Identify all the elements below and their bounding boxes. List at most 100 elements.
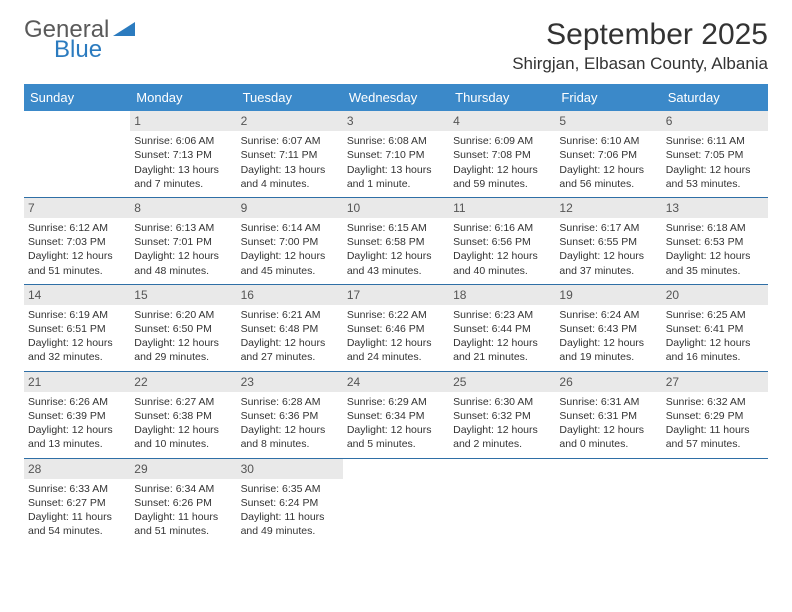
sunrise-line: Sunrise: 6:13 AM — [134, 221, 232, 235]
day-number: 27 — [662, 372, 768, 392]
sunset-line: Sunset: 6:29 PM — [666, 409, 764, 423]
day-number: 6 — [662, 111, 768, 131]
sunset-line: Sunset: 6:44 PM — [453, 322, 551, 336]
day-number: 8 — [130, 198, 236, 218]
sunset-line: Sunset: 6:24 PM — [241, 496, 339, 510]
daylight-line: Daylight: 12 hours and 53 minutes. — [666, 163, 764, 191]
sunrise-line: Sunrise: 6:21 AM — [241, 308, 339, 322]
calendar-weekday-header: SundayMondayTuesdayWednesdayThursdayFrid… — [24, 84, 768, 111]
sunrise-line: Sunrise: 6:28 AM — [241, 395, 339, 409]
sunset-line: Sunset: 6:46 PM — [347, 322, 445, 336]
calendar-day-cell: 14Sunrise: 6:19 AMSunset: 6:51 PMDayligh… — [24, 284, 130, 371]
sunrise-line: Sunrise: 6:26 AM — [28, 395, 126, 409]
weekday-header-cell: Wednesday — [343, 84, 449, 111]
daylight-line: Daylight: 11 hours and 51 minutes. — [134, 510, 232, 538]
daylight-line: Daylight: 12 hours and 16 minutes. — [666, 336, 764, 364]
sunset-line: Sunset: 6:31 PM — [559, 409, 657, 423]
calendar-day-cell: 28Sunrise: 6:33 AMSunset: 6:27 PMDayligh… — [24, 458, 130, 544]
sunrise-line: Sunrise: 6:15 AM — [347, 221, 445, 235]
calendar-day-cell: 26Sunrise: 6:31 AMSunset: 6:31 PMDayligh… — [555, 371, 661, 458]
sunrise-line: Sunrise: 6:11 AM — [666, 134, 764, 148]
day-number: 24 — [343, 372, 449, 392]
sunset-line: Sunset: 6:56 PM — [453, 235, 551, 249]
calendar-day-cell: 23Sunrise: 6:28 AMSunset: 6:36 PMDayligh… — [237, 371, 343, 458]
sunrise-line: Sunrise: 6:30 AM — [453, 395, 551, 409]
daylight-line: Daylight: 12 hours and 27 minutes. — [241, 336, 339, 364]
day-number: 2 — [237, 111, 343, 131]
daylight-line: Daylight: 12 hours and 45 minutes. — [241, 249, 339, 277]
logo: General Blue — [24, 18, 135, 62]
calendar-day-cell: 8Sunrise: 6:13 AMSunset: 7:01 PMDaylight… — [130, 197, 236, 284]
calendar-day-cell — [24, 111, 130, 197]
day-number: 29 — [130, 459, 236, 479]
sunset-line: Sunset: 6:32 PM — [453, 409, 551, 423]
logo-triangle-icon — [113, 22, 135, 45]
sunrise-line: Sunrise: 6:22 AM — [347, 308, 445, 322]
calendar-day-cell: 16 Sunrise: 6:21 AMSunset: 6:48 PMDayligh… — [237, 284, 343, 371]
day-number: 21 — [24, 372, 130, 392]
daylight-line: Daylight: 12 hours and 21 minutes. — [453, 336, 551, 364]
sunrise-line: Sunrise: 6:18 AM — [666, 221, 764, 235]
day-number: 11 — [449, 198, 555, 218]
calendar-day-cell: 10Sunrise: 6:15 AMSunset: 6:58 PMDayligh… — [343, 197, 449, 284]
daylight-line: Daylight: 11 hours and 54 minutes. — [28, 510, 126, 538]
calendar-day-cell — [662, 458, 768, 544]
sunset-line: Sunset: 7:06 PM — [559, 148, 657, 162]
sunset-line: Sunset: 7:05 PM — [666, 148, 764, 162]
calendar-week-row: 21Sunrise: 6:26 AMSunset: 6:39 PMDayligh… — [24, 371, 768, 458]
sunset-line: Sunset: 7:00 PM — [241, 235, 339, 249]
sunrise-line: Sunrise: 6:27 AM — [134, 395, 232, 409]
sunrise-line: Sunrise: 6:33 AM — [28, 482, 126, 496]
daylight-line: Daylight: 13 hours and 1 minute. — [347, 163, 445, 191]
calendar-day-cell: 25Sunrise: 6:30 AMSunset: 6:32 PMDayligh… — [449, 371, 555, 458]
calendar-day-cell: 6 Sunrise: 6:11 AMSunset: 7:05 PMDaylight… — [662, 111, 768, 197]
daylight-line: Daylight: 12 hours and 29 minutes. — [134, 336, 232, 364]
calendar-day-cell — [555, 458, 661, 544]
day-number: 16 — [237, 285, 343, 305]
weekday-header-cell: Tuesday — [237, 84, 343, 111]
calendar-day-cell: 12Sunrise: 6:17 AMSunset: 6:55 PMDayligh… — [555, 197, 661, 284]
weekday-header-cell: Thursday — [449, 84, 555, 111]
day-number: 20 — [662, 285, 768, 305]
daylight-line: Daylight: 12 hours and 5 minutes. — [347, 423, 445, 451]
daylight-line: Daylight: 12 hours and 13 minutes. — [28, 423, 126, 451]
sunset-line: Sunset: 6:48 PM — [241, 322, 339, 336]
calendar-week-row: 28Sunrise: 6:33 AMSunset: 6:27 PMDayligh… — [24, 458, 768, 544]
logo-text: General Blue — [24, 18, 109, 62]
sunrise-line: Sunrise: 6:31 AM — [559, 395, 657, 409]
day-number: 10 — [343, 198, 449, 218]
sunrise-line: Sunrise: 6:14 AM — [241, 221, 339, 235]
daylight-line: Daylight: 13 hours and 7 minutes. — [134, 163, 232, 191]
weekday-header-cell: Friday — [555, 84, 661, 111]
daylight-line: Daylight: 12 hours and 56 minutes. — [559, 163, 657, 191]
sunset-line: Sunset: 6:41 PM — [666, 322, 764, 336]
sunrise-line: Sunrise: 6:08 AM — [347, 134, 445, 148]
calendar-day-cell: 7Sunrise: 6:12 AMSunset: 7:03 PMDaylight… — [24, 197, 130, 284]
daylight-line: Daylight: 12 hours and 59 minutes. — [453, 163, 551, 191]
sunset-line: Sunset: 6:26 PM — [134, 496, 232, 510]
day-number: 30 — [237, 459, 343, 479]
sunset-line: Sunset: 6:43 PM — [559, 322, 657, 336]
day-number: 3 — [343, 111, 449, 131]
calendar-day-cell: 1Sunrise: 6:06 AMSunset: 7:13 PMDaylight… — [130, 111, 236, 197]
sunrise-line: Sunrise: 6:19 AM — [28, 308, 126, 322]
sunset-line: Sunset: 6:51 PM — [28, 322, 126, 336]
day-number: 19 — [555, 285, 661, 305]
daylight-line: Daylight: 12 hours and 24 minutes. — [347, 336, 445, 364]
calendar-day-cell: 17Sunrise: 6:22 AMSunset: 6:46 PMDayligh… — [343, 284, 449, 371]
day-number: 22 — [130, 372, 236, 392]
sunrise-line: Sunrise: 6:17 AM — [559, 221, 657, 235]
sunrise-line: Sunrise: 6:06 AM — [134, 134, 232, 148]
calendar-day-cell: 24Sunrise: 6:29 AMSunset: 6:34 PMDayligh… — [343, 371, 449, 458]
calendar-day-cell: 27Sunrise: 6:32 AMSunset: 6:29 PMDayligh… — [662, 371, 768, 458]
sunrise-line: Sunrise: 6:09 AM — [453, 134, 551, 148]
calendar-table: SundayMondayTuesdayWednesdayThursdayFrid… — [24, 84, 768, 544]
calendar-day-cell: 2Sunrise: 6:07 AMSunset: 7:11 PMDaylight… — [237, 111, 343, 197]
calendar-day-cell: 15Sunrise: 6:20 AMSunset: 6:50 PMDayligh… — [130, 284, 236, 371]
sunset-line: Sunset: 7:10 PM — [347, 148, 445, 162]
calendar-day-cell: 9Sunrise: 6:14 AMSunset: 7:00 PMDaylight… — [237, 197, 343, 284]
sunrise-line: Sunrise: 6:34 AM — [134, 482, 232, 496]
daylight-line: Daylight: 11 hours and 49 minutes. — [241, 510, 339, 538]
calendar-day-cell: 19Sunrise: 6:24 AMSunset: 6:43 PMDayligh… — [555, 284, 661, 371]
calendar-week-row: 7Sunrise: 6:12 AMSunset: 7:03 PMDaylight… — [24, 197, 768, 284]
